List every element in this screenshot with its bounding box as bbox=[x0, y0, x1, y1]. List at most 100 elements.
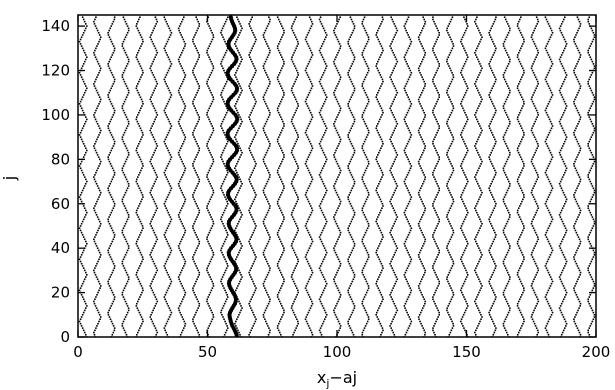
small-dot bbox=[177, 245, 180, 247]
small-dot bbox=[394, 149, 397, 152]
small-dot bbox=[265, 245, 268, 247]
small-dot bbox=[464, 49, 466, 52]
small-dot bbox=[522, 318, 525, 321]
small-dot bbox=[307, 107, 310, 110]
small-dot bbox=[262, 98, 265, 101]
small-dot bbox=[184, 325, 186, 327]
small-dot bbox=[152, 123, 154, 125]
small-dot bbox=[168, 276, 171, 278]
small-dot bbox=[178, 123, 180, 125]
small-dot bbox=[475, 205, 477, 207]
small-dot bbox=[79, 38, 82, 41]
small-dot bbox=[292, 333, 294, 336]
small-dot bbox=[78, 196, 81, 198]
small-dot bbox=[406, 205, 409, 207]
small-dot bbox=[550, 65, 553, 67]
small-dot bbox=[153, 58, 155, 61]
small-dot bbox=[422, 120, 424, 123]
small-dot bbox=[533, 136, 536, 138]
small-dot bbox=[503, 40, 506, 43]
small-dot bbox=[516, 333, 519, 336]
small-dot bbox=[338, 105, 341, 107]
small-dot bbox=[532, 165, 535, 167]
small-dot bbox=[304, 225, 307, 227]
small-dot bbox=[521, 45, 523, 47]
small-dot bbox=[291, 309, 294, 312]
small-dot bbox=[84, 245, 87, 247]
small-dot bbox=[381, 238, 383, 241]
small-dot bbox=[135, 180, 138, 183]
small-dot bbox=[391, 143, 394, 145]
small-dot bbox=[561, 331, 564, 334]
small-dot bbox=[480, 287, 482, 289]
small-dot bbox=[466, 56, 469, 58]
small-dot bbox=[169, 189, 172, 192]
small-dot bbox=[166, 196, 169, 198]
small-dot bbox=[495, 109, 497, 112]
small-dot bbox=[544, 47, 547, 50]
small-dot bbox=[207, 209, 209, 212]
small-dot bbox=[530, 285, 533, 287]
small-dot bbox=[405, 83, 408, 85]
small-dot bbox=[364, 216, 367, 218]
small-dot bbox=[422, 327, 424, 329]
small-dot bbox=[434, 240, 436, 243]
small-dot bbox=[80, 285, 83, 287]
small-dot bbox=[392, 318, 394, 321]
small-dot bbox=[338, 49, 340, 52]
small-dot bbox=[182, 194, 185, 196]
small-dot bbox=[136, 245, 139, 247]
small-dot bbox=[123, 69, 126, 72]
small-dot bbox=[250, 143, 252, 145]
small-dot bbox=[516, 85, 519, 87]
small-dot bbox=[460, 196, 462, 198]
small-dot bbox=[396, 60, 399, 63]
small-dot bbox=[361, 85, 364, 87]
small-dot bbox=[253, 74, 256, 76]
small-dot bbox=[107, 156, 109, 158]
small-dot bbox=[378, 289, 381, 292]
small-dot bbox=[407, 234, 410, 236]
small-dot bbox=[392, 225, 394, 227]
small-dot bbox=[460, 258, 462, 261]
small-dot bbox=[195, 94, 197, 96]
small-dot bbox=[565, 294, 567, 296]
small-dot bbox=[166, 134, 169, 136]
small-dot bbox=[163, 296, 166, 298]
small-dot bbox=[537, 176, 540, 178]
small-dot bbox=[407, 296, 410, 298]
small-dot bbox=[451, 140, 454, 143]
small-dot bbox=[506, 271, 509, 274]
small-dot bbox=[390, 291, 392, 294]
small-dot bbox=[282, 120, 284, 123]
small-dot bbox=[250, 111, 252, 114]
small-dot bbox=[517, 20, 520, 23]
small-dot bbox=[506, 34, 509, 36]
small-dot bbox=[79, 131, 82, 134]
small-dot bbox=[238, 300, 240, 303]
small-dot bbox=[325, 313, 328, 316]
small-dot bbox=[223, 54, 226, 56]
small-dot bbox=[564, 289, 567, 292]
small-dot bbox=[420, 322, 422, 325]
small-dot bbox=[390, 105, 392, 107]
small-dot bbox=[478, 167, 480, 170]
small-dot bbox=[363, 245, 366, 247]
small-dot bbox=[405, 238, 408, 241]
small-dot bbox=[380, 200, 383, 203]
small-dot bbox=[142, 258, 144, 261]
small-dot bbox=[349, 160, 352, 163]
small-dot bbox=[267, 116, 270, 118]
small-dot bbox=[80, 45, 83, 47]
small-dot bbox=[283, 91, 285, 94]
small-dot bbox=[350, 143, 353, 145]
small-dot bbox=[393, 160, 395, 163]
small-dot bbox=[209, 58, 211, 61]
small-dot bbox=[521, 129, 524, 132]
small-dot bbox=[476, 242, 478, 245]
small-dot bbox=[382, 205, 384, 207]
small-dot bbox=[323, 309, 326, 312]
small-dot bbox=[182, 256, 185, 258]
small-dot bbox=[508, 56, 510, 58]
small-dot bbox=[237, 160, 239, 163]
